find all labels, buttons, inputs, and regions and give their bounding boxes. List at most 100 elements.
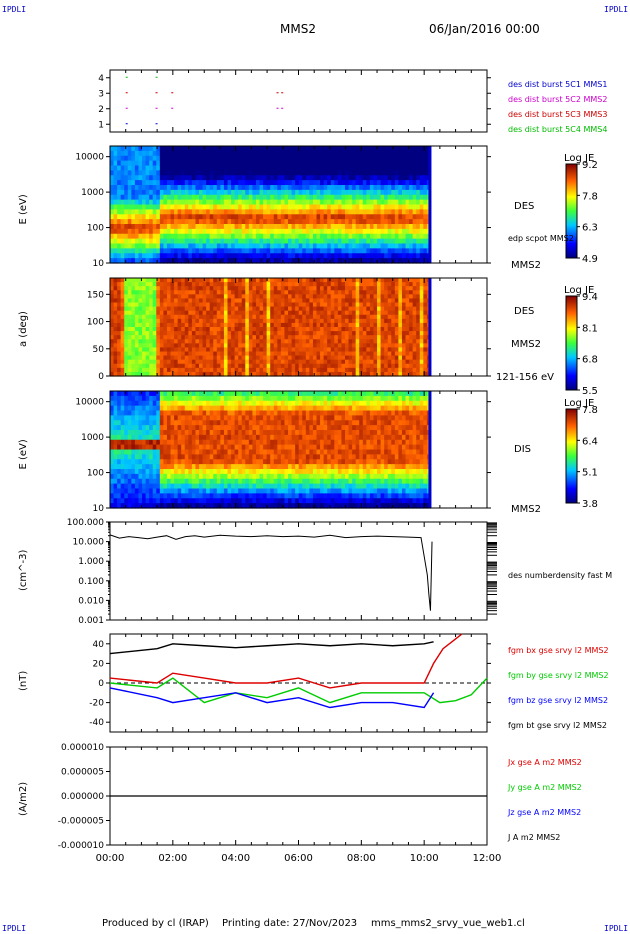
spectrogram-cell (188, 214, 193, 220)
spectrogram-cell (131, 478, 136, 485)
spectrogram-cell (152, 214, 157, 220)
spectrogram-cell (380, 314, 385, 320)
spectrogram-cell (174, 367, 179, 373)
spectrogram-cell (199, 327, 204, 332)
spectrogram-cell (117, 258, 122, 264)
spectrogram-cell (337, 339, 343, 344)
spectrogram-cell (337, 302, 343, 308)
spectrogram-cell (284, 335, 289, 340)
spectrogram-cell (131, 165, 136, 171)
spectrogram-cell (323, 209, 328, 215)
spectrogram-cell (359, 185, 364, 191)
spectrogram-cell (419, 359, 424, 365)
spectrogram-cell (113, 314, 118, 320)
spectrogram-cell (284, 214, 289, 220)
spectrogram-cell (377, 219, 382, 225)
spectrogram-cell (394, 371, 400, 377)
spectrogram-cell (316, 253, 321, 259)
spectrogram-cell (384, 199, 389, 206)
spectrogram-cell (134, 473, 140, 480)
spectrogram-cell (409, 150, 414, 157)
spectrogram-cell (113, 425, 118, 431)
spectrogram-cell (362, 335, 367, 340)
spectrogram-cell (177, 258, 182, 264)
spectrogram-cell (280, 248, 286, 254)
spectrogram-cell (181, 253, 186, 259)
spectrogram-cell (405, 322, 410, 328)
spectrogram-cell (245, 306, 250, 312)
spectrogram-cell (366, 253, 371, 259)
spectrogram-cell (312, 355, 318, 361)
spectrogram-cell (174, 165, 179, 171)
spectrogram-cell (419, 219, 424, 225)
spectrogram-cell (373, 327, 378, 332)
spectrogram-cell (401, 146, 407, 152)
spectrogram-cell (248, 248, 254, 254)
spectrogram-cell (295, 286, 300, 291)
spectrogram-cell (384, 204, 389, 210)
spectrogram-cell (134, 180, 140, 186)
spectrogram-cell (409, 253, 414, 259)
spectrogram-cell (234, 343, 239, 349)
spectrogram-cell (288, 298, 293, 304)
spectrogram-cell (216, 314, 221, 320)
spectrogram-cell (405, 150, 410, 157)
spectrogram-cell (302, 248, 307, 254)
spectrogram-cell (348, 367, 353, 373)
spectrogram-cell (295, 278, 300, 283)
spectrogram-cell (234, 175, 239, 181)
spectrogram-cell (117, 175, 122, 181)
spectrogram-cell (280, 335, 286, 340)
spectrogram-cell (252, 318, 257, 324)
spectrogram-cell (238, 355, 243, 361)
spectrogram-cell (110, 503, 115, 509)
spectrogram-cell (245, 175, 250, 181)
spectrogram-cell (352, 160, 357, 167)
spectrogram-cell (159, 503, 165, 509)
spectrogram-cell (152, 160, 157, 167)
spectrogram-cell (117, 459, 122, 465)
spectrogram-cell (295, 165, 300, 171)
spectrogram-cell (199, 318, 204, 324)
spectrogram-cell (412, 314, 417, 320)
spectrogram-cell (223, 331, 229, 336)
spectrogram-cell (174, 371, 179, 377)
spectrogram-cell (163, 258, 168, 264)
spectrogram-cell (259, 298, 264, 304)
spectrogram-cell (113, 298, 118, 304)
spectrogram-cell (166, 459, 172, 465)
spectrogram-cell (184, 335, 189, 340)
spectrogram-cell (320, 294, 325, 300)
spectrogram-cell (409, 194, 414, 201)
spectrogram-cell (159, 488, 165, 494)
spectrogram-cell (362, 327, 367, 332)
spectrogram-cell (334, 371, 339, 377)
spectrogram-cell (110, 318, 115, 324)
spectrogram-cell (298, 209, 303, 215)
spectrogram-cell (245, 224, 250, 230)
spectrogram-cell (142, 367, 147, 373)
spectrogram-cell (419, 228, 424, 235)
spectrogram-cell (409, 294, 414, 300)
spectrogram-cell (142, 228, 147, 235)
spectrogram-cell (273, 355, 278, 361)
spectrogram-cell (110, 331, 115, 336)
spectrogram-cell (330, 194, 335, 201)
spectrogram-cell (234, 180, 239, 186)
spectrogram-cell (309, 302, 314, 308)
spectrogram-cell (206, 214, 211, 220)
spectrogram-cell (394, 290, 400, 295)
spectrogram-cell (113, 294, 118, 300)
spectrogram-cell (341, 306, 346, 312)
spectrogram-cell (337, 194, 343, 201)
spectrogram-cell (416, 248, 421, 254)
spectrogram-cell (277, 294, 282, 300)
spectrogram-cell (156, 302, 161, 308)
spectrogram-cell (344, 238, 350, 245)
plot-datetime: 06/Jan/2016 00:00 (429, 22, 540, 36)
spectrogram-cell (248, 302, 254, 308)
spectrogram-cell (163, 444, 168, 451)
spectrogram-cell (352, 286, 357, 291)
spectrogram-cell (152, 322, 157, 328)
spectrogram-cell (238, 209, 243, 215)
